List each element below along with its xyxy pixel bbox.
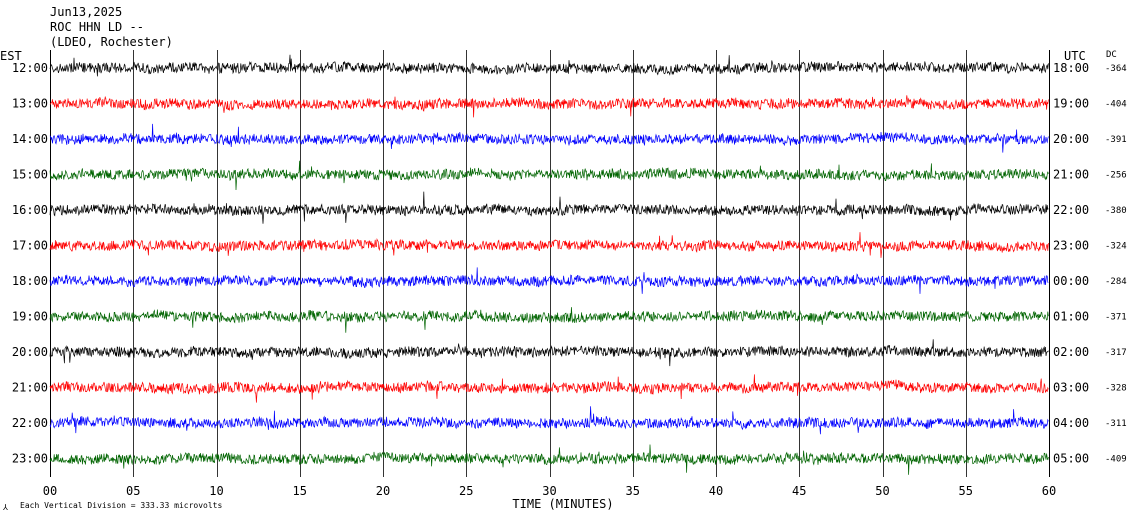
dc-header-label: DC [1106, 50, 1117, 60]
dc-label: -371 [1105, 313, 1127, 323]
est-label: 12:00 [12, 61, 48, 75]
est-label: 16:00 [12, 203, 48, 217]
x-tick-label: 55 [959, 484, 973, 498]
x-axis-title: TIME (MINUTES) [512, 497, 613, 511]
utc-label: 00:00 [1053, 274, 1089, 288]
x-tick-label: 15 [293, 484, 307, 498]
utc-label: 02:00 [1053, 345, 1089, 359]
dc-label: -317 [1105, 348, 1127, 358]
utc-label: 03:00 [1053, 381, 1089, 395]
utc-label: 22:00 [1053, 203, 1089, 217]
dc-offset-labels: -364 -404 -391 -256 -380 -324 -284 -371 -317 -328… [1105, 64, 1127, 465]
dc-label: -391 [1105, 135, 1127, 145]
trace-line-1300 [49, 95, 1049, 118]
corner-mark: ⅄ [2, 503, 8, 512]
x-tick-label: 20 [376, 484, 390, 498]
left-timezone-label: EST [0, 49, 22, 63]
x-tick-label: 05 [126, 484, 140, 498]
dc-label: -284 [1105, 277, 1127, 287]
x-tick-label: 25 [459, 484, 473, 498]
utc-label: 18:00 [1053, 61, 1089, 75]
trace-line-1900 [49, 307, 1049, 333]
est-label: 13:00 [12, 97, 48, 111]
dc-label: -404 [1105, 100, 1127, 110]
trace-line-2100 [49, 374, 1049, 403]
vertical-division-note: Each Vertical Division = 333.33 microvol… [20, 501, 222, 510]
utc-label: 19:00 [1053, 97, 1089, 111]
trace-line-2200 [49, 406, 1049, 435]
x-tick-label: 10 [209, 484, 223, 498]
right-timezone-label: UTC [1064, 49, 1086, 63]
dc-label: -380 [1105, 206, 1127, 216]
utc-hour-labels: 18:00 19:00 20:00 21:00 22:00 23:00 00:00 01:00… [1053, 61, 1089, 466]
utc-label: 01:00 [1053, 310, 1089, 324]
trace-line-1700 [49, 232, 1049, 258]
est-label: 17:00 [12, 239, 48, 253]
utc-label: 04:00 [1053, 416, 1089, 430]
header-date: Jun13,2025 [50, 5, 122, 19]
x-tick-label: 50 [875, 484, 889, 498]
x-axis-tick-labels: 00 05 10 15 20 25 30 35 40 45 50 55 60 [43, 484, 1056, 498]
x-tick-label: 35 [626, 484, 640, 498]
seismic-traces [49, 54, 1049, 475]
trace-line-1200 [49, 54, 1049, 77]
x-tick-label: 00 [43, 484, 57, 498]
est-label: 21:00 [12, 381, 48, 395]
est-label: 22:00 [12, 416, 48, 430]
dc-label: -311 [1105, 419, 1127, 429]
est-label: 23:00 [12, 452, 48, 466]
utc-label: 20:00 [1053, 132, 1089, 146]
trace-line-2300 [49, 444, 1049, 475]
trace-line-2000 [49, 339, 1049, 367]
time-gridlines [50, 50, 1050, 477]
trace-line-1500 [49, 160, 1049, 191]
header-network: (LDEO, Rochester) [50, 35, 173, 49]
utc-label: 05:00 [1053, 452, 1089, 466]
trace-line-1800 [49, 267, 1049, 294]
dc-label: -328 [1105, 384, 1127, 394]
est-label: 18:00 [12, 274, 48, 288]
est-label: 15:00 [12, 168, 48, 182]
est-hour-labels: 12:00 13:00 14:00 15:00 16:00 17:00 18:00 19:00… [12, 61, 48, 466]
est-label: 19:00 [12, 310, 48, 324]
trace-line-1400 [49, 123, 1049, 153]
dc-label: -256 [1105, 171, 1127, 181]
x-tick-label: 45 [792, 484, 806, 498]
utc-label: 23:00 [1053, 239, 1089, 253]
est-label: 20:00 [12, 345, 48, 359]
header-station: ROC HHN LD -- [50, 20, 144, 34]
dc-label: -324 [1105, 242, 1127, 252]
trace-line-1600 [49, 191, 1049, 224]
x-tick-label: 30 [542, 484, 556, 498]
dc-label: -409 [1105, 455, 1127, 465]
utc-label: 21:00 [1053, 168, 1089, 182]
x-tick-label: 60 [1042, 484, 1056, 498]
x-tick-label: 40 [709, 484, 723, 498]
dc-label: -364 [1105, 64, 1127, 74]
est-label: 14:00 [12, 132, 48, 146]
